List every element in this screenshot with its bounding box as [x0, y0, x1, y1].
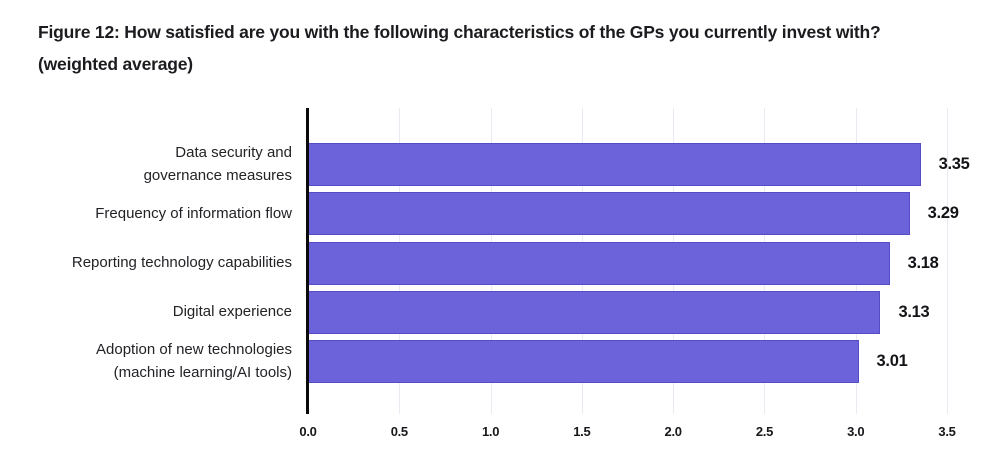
bar-value-label: 3.01 [876, 352, 908, 371]
category-label: Adoption of new technologies (machine le… [96, 341, 292, 381]
category-label: Data security and governance measures [143, 144, 292, 184]
bar-value-label: 3.13 [898, 302, 930, 321]
category-label: Reporting technology capabilities [71, 253, 292, 271]
bar [309, 241, 890, 285]
x-tick-label: 2.5 [755, 424, 773, 439]
category-label: Frequency of information flow [95, 204, 292, 222]
figure-title-line1: Figure 12: How satisfied are you with th… [38, 22, 881, 42]
x-tick-label: 3.5 [938, 424, 956, 439]
bar [309, 340, 859, 384]
bar [309, 143, 921, 186]
figure-title-line2: (weighted average) [38, 54, 193, 74]
bar-value-label: 3.35 [938, 155, 970, 173]
figure-title: Figure 12: How satisfied are you with th… [38, 16, 938, 80]
x-tick-label: 1.5 [573, 424, 591, 439]
x-tick-label: 2.0 [664, 424, 682, 439]
x-tick-label: 0.5 [390, 424, 408, 439]
gridline [947, 108, 948, 414]
y-axis-line [306, 108, 309, 414]
bar-value-label: 3.18 [907, 253, 939, 272]
bar [309, 290, 881, 334]
x-tick-label: 0.0 [299, 424, 317, 439]
category-label: Digital experience [172, 303, 292, 321]
bar [309, 192, 910, 236]
x-tick-label: 3.0 [847, 424, 865, 439]
x-tick-label: 1.0 [481, 424, 500, 439]
bar-value-label: 3.29 [927, 204, 959, 223]
